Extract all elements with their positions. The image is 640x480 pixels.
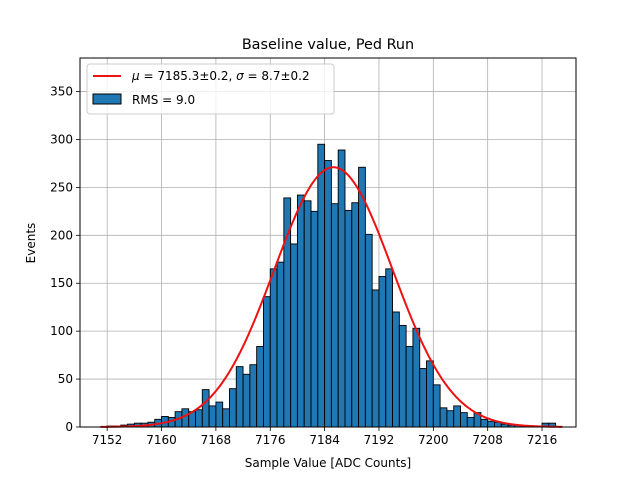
histogram-bar — [317, 143, 326, 428]
x-tick-label: 7176 — [255, 433, 286, 447]
histogram-bar — [392, 311, 400, 428]
histogram-bar — [358, 166, 366, 428]
histogram-bar — [263, 296, 271, 428]
histogram-bars — [106, 143, 557, 428]
legend-sigma-symbol: σ — [236, 69, 244, 83]
histogram-bar — [378, 276, 387, 428]
x-axis-ticks: 7152 7160 7168 7176 7184 7192 7200 7208 7216 — [92, 427, 557, 447]
histogram-bar — [303, 200, 312, 428]
histogram-bar — [201, 389, 210, 428]
x-tick-label: 7192 — [364, 433, 395, 447]
histogram-bar — [453, 405, 461, 428]
x-tick-label: 7216 — [527, 433, 558, 447]
gaussian-fit-line — [100, 166, 563, 428]
histogram-bar — [195, 409, 203, 428]
legend-mu-symbol: μ — [131, 69, 140, 83]
histogram-bar — [398, 324, 407, 428]
histogram-bar — [249, 364, 258, 428]
y-tick-label: 50 — [58, 372, 73, 386]
histogram-bar — [290, 243, 298, 428]
histogram-bar — [405, 346, 414, 428]
histogram-bar — [324, 160, 332, 428]
legend-hist-label: RMS = 9.0 — [132, 93, 195, 107]
histogram-bar — [269, 268, 278, 428]
histogram-bar — [466, 416, 475, 428]
x-tick-label: 7168 — [201, 433, 232, 447]
x-tick-label: 7160 — [146, 433, 177, 447]
histogram-bar — [412, 327, 421, 428]
histogram-bar — [487, 420, 495, 428]
histogram-bar — [235, 366, 244, 428]
legend-sigma-value: = 8.7±0.2 — [244, 69, 310, 83]
x-tick-label: 7200 — [418, 433, 449, 447]
legend-hist-swatch — [92, 93, 122, 105]
legend-mu-value: = 7185.3±0.2, — [140, 69, 236, 83]
histogram-bar — [446, 410, 455, 428]
legend-fit-label: μ = 7185.3±0.2, σ = 8.7±0.2 — [131, 69, 310, 83]
histogram-bar — [344, 209, 353, 428]
histogram-bar — [480, 418, 489, 428]
x-tick-label: 7208 — [472, 433, 503, 447]
legend-box — [86, 63, 335, 115]
histogram-bar — [296, 194, 305, 428]
x-tick-label: 7184 — [309, 433, 340, 447]
histogram-bar — [432, 384, 441, 428]
x-tick-label: 7152 — [92, 433, 123, 447]
axes-frame — [79, 57, 577, 428]
y-axis-title: Events — [24, 223, 38, 264]
histogram-bar — [208, 405, 217, 428]
histogram-bar — [229, 388, 237, 428]
y-tick-label: 350 — [50, 85, 73, 99]
histogram-bar — [419, 368, 427, 428]
histogram-bar — [439, 407, 448, 428]
histogram-bar — [256, 346, 264, 428]
y-tick-label: 0 — [65, 420, 73, 434]
histogram-bar — [242, 373, 251, 428]
y-tick-label: 250 — [50, 180, 73, 194]
histogram-bar — [371, 289, 380, 428]
y-axis-ticks: 0 50 100 150 200 250 300 350 — [50, 85, 80, 434]
histogram-bar — [385, 268, 393, 428]
histogram-bar — [364, 233, 373, 428]
legend: μ = 7185.3±0.2, σ = 8.7±0.2 RMS = 9.0 — [86, 63, 335, 115]
y-tick-label: 100 — [50, 324, 73, 338]
histogram-bar — [426, 360, 434, 428]
histogram-bar — [351, 202, 360, 428]
histogram-bar — [222, 408, 230, 428]
histogram-bar — [337, 149, 346, 428]
histogram-bar — [330, 203, 339, 428]
y-tick-label: 150 — [50, 276, 73, 290]
chart-title: Baseline value, Ped Run — [242, 37, 414, 53]
x-axis-title: Sample Value [ADC Counts] — [245, 456, 411, 470]
y-tick-label: 300 — [50, 132, 73, 146]
histogram-bar — [215, 401, 224, 428]
histogram-bar — [460, 412, 468, 428]
histogram-bar — [276, 261, 285, 428]
y-tick-label: 200 — [50, 228, 73, 242]
histogram-bar — [310, 210, 319, 428]
